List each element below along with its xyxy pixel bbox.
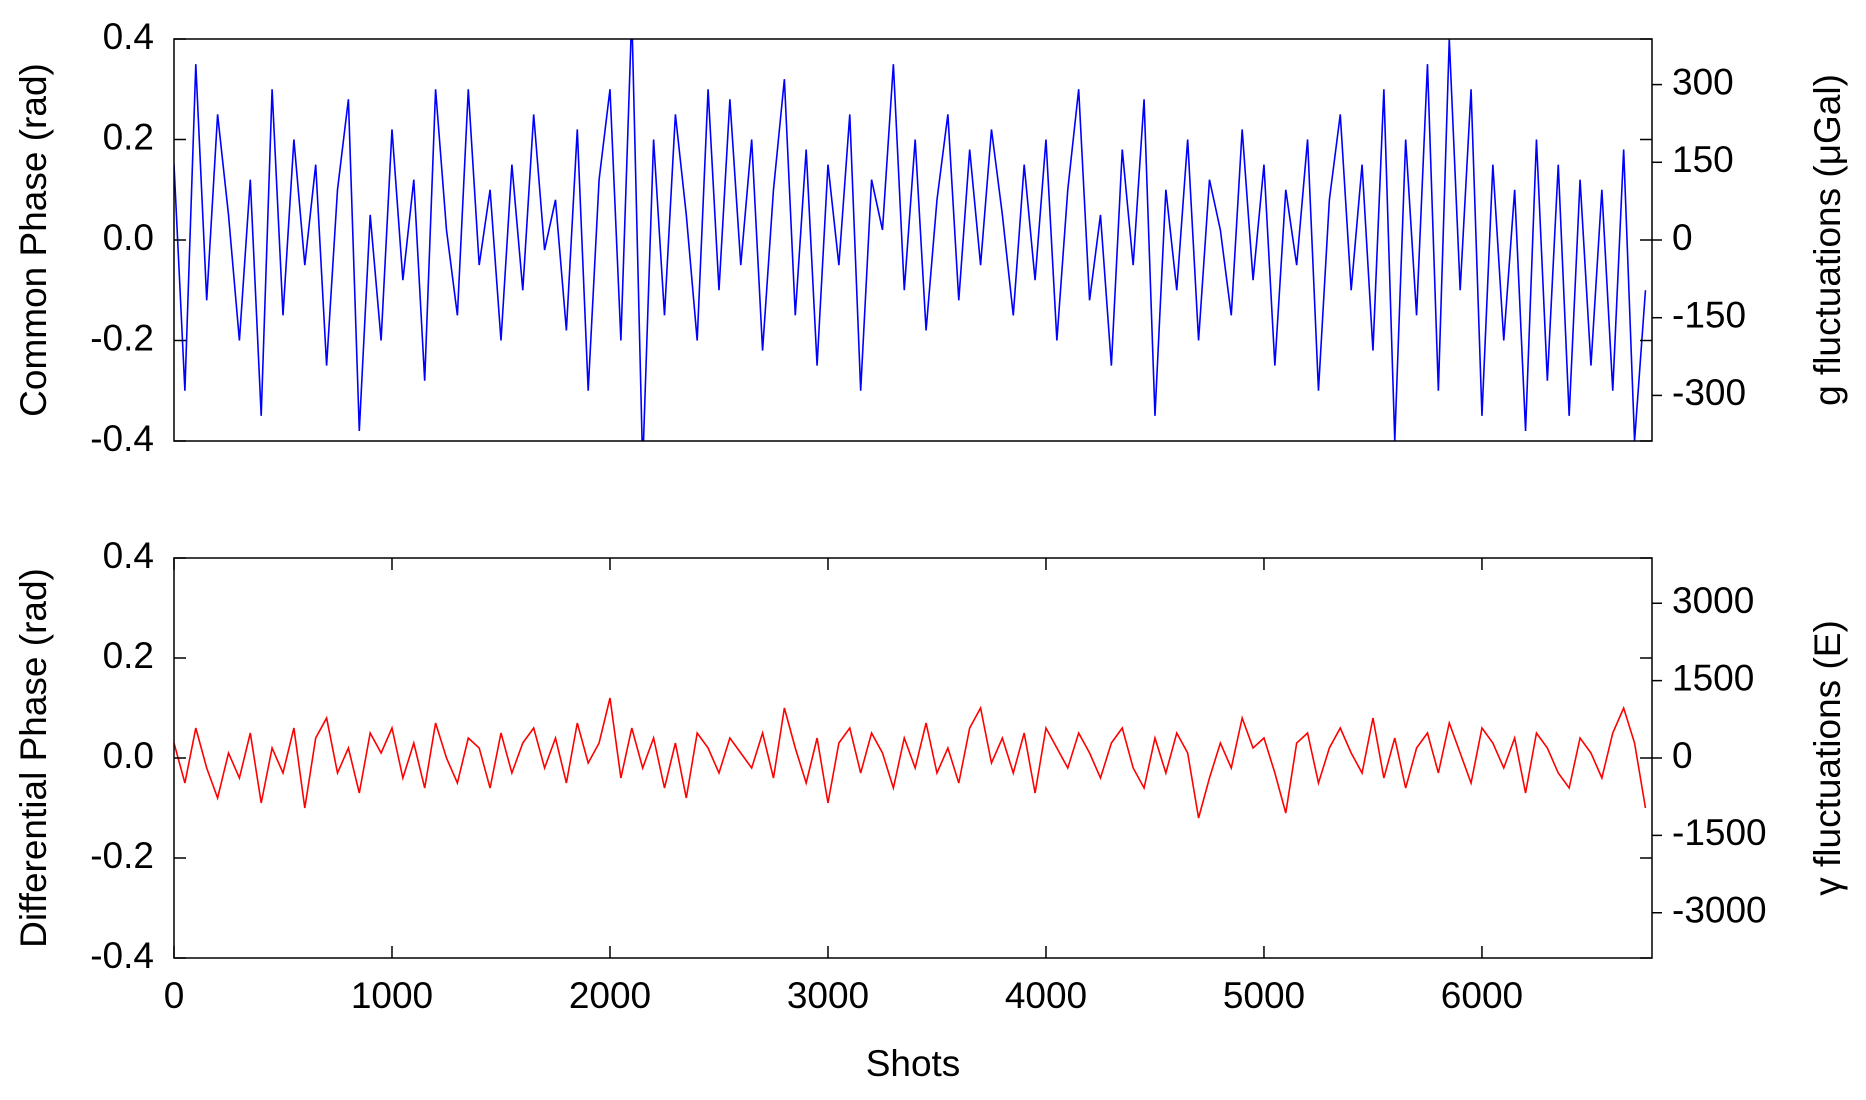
y-tick-label: -0.2 (90, 835, 154, 876)
y-tick-label: -0.4 (90, 935, 154, 976)
y-tick-label: 0.2 (103, 116, 154, 157)
y-tick-label: 0.2 (103, 635, 154, 676)
y2-tick-label: -300 (1672, 372, 1746, 413)
y2-tick-label: 0 (1672, 735, 1693, 776)
y2-tick-label: 0 (1672, 217, 1693, 258)
y-tick-label: 0.4 (103, 16, 154, 57)
y2-tick-label: 150 (1672, 139, 1734, 180)
x-axis-label: Shots (866, 1043, 961, 1084)
y-axis-label: Common Phase (rad) (13, 63, 54, 417)
x-tick-label: 0 (164, 975, 185, 1016)
y2-tick-label: -1500 (1672, 812, 1767, 853)
y-axis-label: Differential Phase (rad) (13, 568, 54, 948)
y2-tick-label: 300 (1672, 61, 1734, 102)
series-line (174, 697, 1647, 819)
plot-frame (173, 38, 1653, 442)
x-tick-label: 5000 (1223, 975, 1305, 1016)
plot-frame (173, 557, 1653, 959)
y2-tick-label: -150 (1672, 294, 1746, 335)
x-tick-label: 6000 (1441, 975, 1523, 1016)
series-line (174, 39, 1647, 441)
x-tick-label: 2000 (569, 975, 651, 1016)
y2-axis-label: γ fluctuations (E) (1807, 620, 1848, 896)
y-tick-label: 0.0 (103, 217, 154, 258)
y-tick-label: -0.4 (90, 418, 154, 459)
x-tick-label: 1000 (351, 975, 433, 1016)
x-tick-label: 4000 (1005, 975, 1087, 1016)
y2-axis-label: g fluctuations (μGal) (1807, 74, 1848, 406)
x-tick-label: 3000 (787, 975, 869, 1016)
y2-tick-label: 3000 (1672, 580, 1754, 621)
y-tick-label: -0.2 (90, 317, 154, 358)
y2-tick-label: 1500 (1672, 657, 1754, 698)
y2-tick-label: -3000 (1672, 890, 1767, 931)
y-tick-label: 0.4 (103, 535, 154, 576)
y-tick-label: 0.0 (103, 735, 154, 776)
